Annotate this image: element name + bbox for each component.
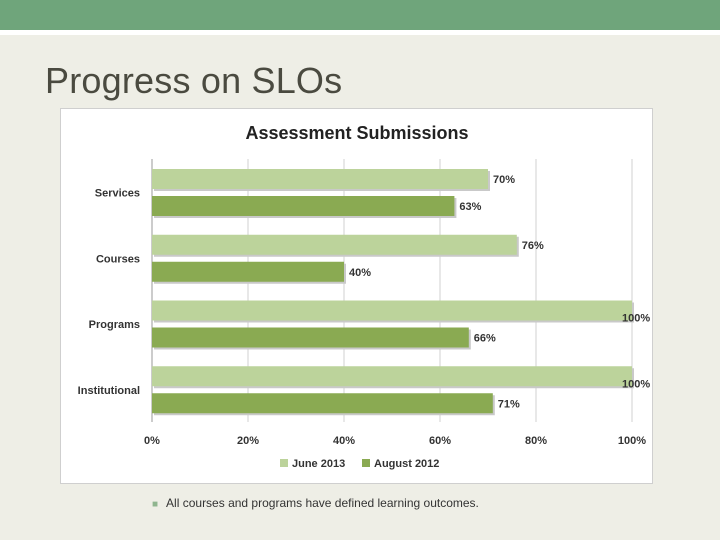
chart-container: Assessment Submissions 0% 20% 40% 60% 80% 100%… xyxy=(60,108,653,484)
bar xyxy=(152,366,632,387)
header-bar xyxy=(0,0,720,30)
x-tick-label: 20% xyxy=(237,435,259,447)
header-divider xyxy=(0,30,720,35)
bar xyxy=(152,196,455,216)
legend-swatch xyxy=(280,459,288,467)
bullet-icon: ■ xyxy=(152,499,159,510)
bar xyxy=(152,261,344,282)
legend-label: August 2012 xyxy=(374,458,439,470)
category-label: Services xyxy=(95,188,140,200)
x-tick-label: 0% xyxy=(144,435,160,447)
data-label: 40% xyxy=(349,267,371,279)
data-label: 100% xyxy=(622,378,650,390)
bullet-item: ■ All courses and programs have defined l… xyxy=(152,496,479,510)
legend-swatch xyxy=(362,459,370,467)
data-label: 66% xyxy=(474,333,496,345)
x-tick-label: 40% xyxy=(333,435,355,447)
legend-label: June 2013 xyxy=(292,458,345,470)
data-label: 100% xyxy=(622,313,650,325)
bar xyxy=(152,169,488,189)
slide-title: Progress on SLOs xyxy=(45,60,343,101)
data-label: 70% xyxy=(493,174,515,186)
data-label: 76% xyxy=(522,240,544,252)
x-tick-label: 80% xyxy=(525,435,547,447)
data-label: 63% xyxy=(459,201,481,213)
category-label: Courses xyxy=(96,253,140,265)
x-tick-label: 100% xyxy=(618,435,646,447)
chart-title: Assessment Submissions xyxy=(245,123,468,143)
category-label: Programs xyxy=(89,319,140,331)
bullet-text: All courses and programs have defined le… xyxy=(166,496,479,510)
bar xyxy=(152,327,469,348)
bar-chart: Assessment Submissions 0% 20% 40% 60% 80% 100%… xyxy=(78,123,651,470)
bar xyxy=(152,234,517,255)
bar xyxy=(152,300,632,321)
x-tick-label: 60% xyxy=(429,435,451,447)
data-label: 71% xyxy=(498,398,520,410)
bar xyxy=(152,393,493,414)
category-label: Institutional xyxy=(78,385,140,397)
